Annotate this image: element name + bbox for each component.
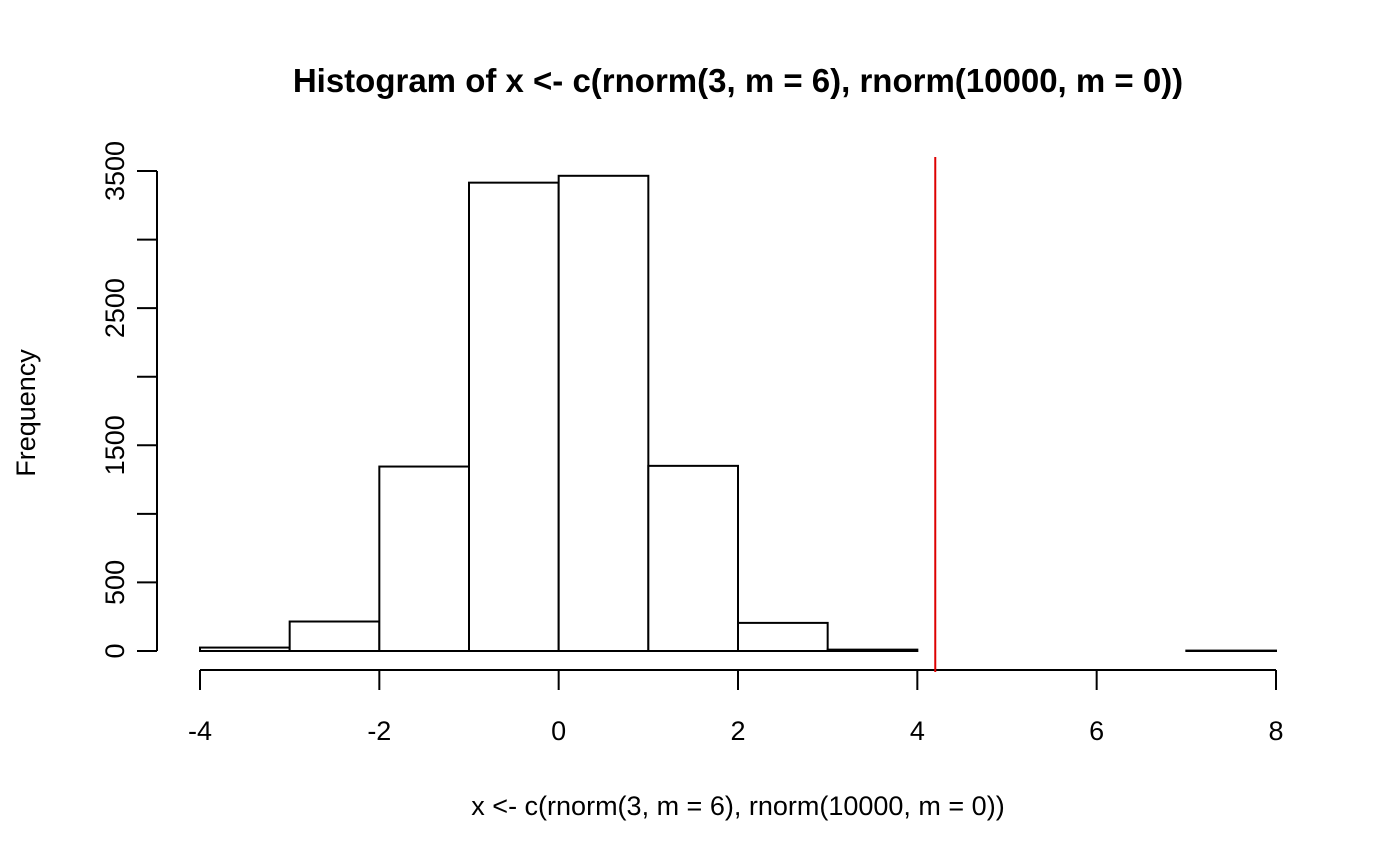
x-tick-label-1: -2	[367, 716, 391, 746]
x-tick-label-3: 2	[730, 716, 745, 746]
histogram-bar-4	[557, 174, 650, 653]
histogram-bar-2	[378, 465, 471, 652]
x-tick-label-6: 8	[1268, 716, 1283, 746]
y-tick-label-1: 500	[100, 560, 130, 605]
y-tick-label-4: 3500	[100, 141, 130, 201]
histogram-bar-1	[288, 620, 381, 652]
x-tick-label-4: 4	[910, 716, 925, 746]
chart-title: Histogram of x <- c(rnorm(3, m = 6), rno…	[293, 62, 1183, 99]
x-tick-label-2: 0	[551, 716, 566, 746]
y-axis-label: Frequency	[11, 349, 41, 477]
histogram-bar-6	[737, 621, 829, 653]
x-axis: -4 -2 0 2 4 6 8	[188, 669, 1284, 746]
y-axis: 0 500 1500 2500 3500	[100, 141, 158, 659]
histogram-bar-7	[826, 648, 919, 653]
histogram-bar-5	[647, 464, 739, 652]
y-tick-label-0: 0	[100, 643, 130, 658]
y-tick-label-2: 1500	[100, 415, 130, 475]
histogram-bar-0	[199, 646, 291, 652]
y-tick-label-3: 2500	[100, 278, 130, 338]
x-axis-label: x <- c(rnorm(3, m = 6), rnorm(10000, m =…	[471, 791, 1004, 821]
x-tick-label-0: -4	[188, 716, 212, 746]
histogram-bars	[199, 174, 1278, 653]
histogram-bar-3	[468, 181, 560, 653]
x-tick-label-5: 6	[1089, 716, 1104, 746]
